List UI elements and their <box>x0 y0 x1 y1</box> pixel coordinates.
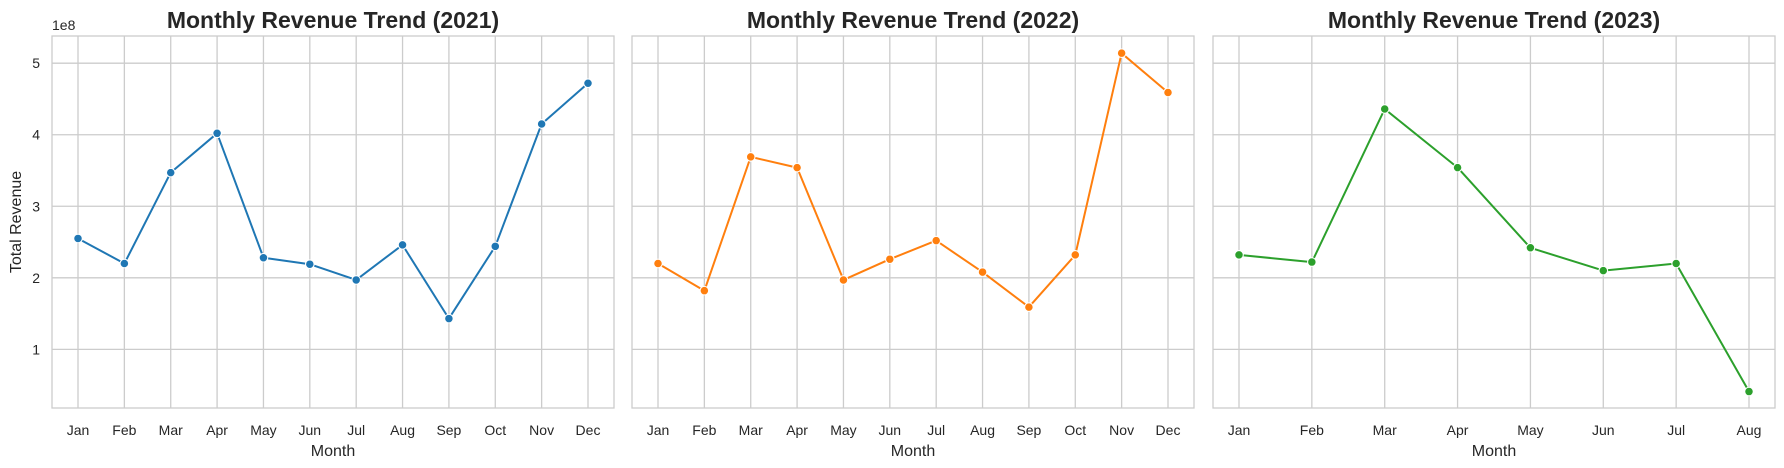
data-point-dec <box>1163 87 1173 98</box>
data-point-may <box>1525 242 1536 253</box>
x-tick-label: Jan <box>1228 422 1251 438</box>
chart-panel-1: 1 2 3 4 5 Jan Feb Mar Apr May Jun Jul Aug Sep Oct Nov De… <box>8 7 615 460</box>
x-tick-label: Jun <box>879 422 902 438</box>
x-tick-label: Mar <box>1373 422 1397 438</box>
x-tick-label: Mar <box>739 422 763 438</box>
x-axis-label: Month <box>891 443 935 460</box>
x-axis-label: Month <box>1472 443 1516 460</box>
x-tick-label: Dec <box>576 422 601 438</box>
data-point-sep <box>444 313 454 324</box>
x-tick-label: Oct <box>1064 422 1086 438</box>
x-tick-label: Apr <box>206 422 228 438</box>
x-tick-label: Aug <box>390 422 415 438</box>
x-tick-label: Nov <box>529 422 554 438</box>
x-tick-label: Feb <box>1300 422 1324 438</box>
data-point-may <box>838 275 849 285</box>
chart-title: Monthly Revenue Trend (2021) <box>167 7 499 33</box>
data-point-jun <box>1598 265 1609 276</box>
y-tick-label: 4 <box>32 127 40 143</box>
data-point-jul <box>931 235 942 246</box>
x-tick-label: Jun <box>299 422 322 438</box>
y-tick-label: 2 <box>32 270 40 286</box>
data-point-jan <box>73 233 83 244</box>
x-tick-label: Jul <box>927 422 945 438</box>
x-tick-label: Apr <box>786 422 808 438</box>
data-point-dec <box>583 78 593 89</box>
x-tick-label: Jan <box>647 422 670 438</box>
data-point-jan <box>1234 250 1244 260</box>
x-tick-label: Jul <box>1667 422 1685 438</box>
x-tick-label: Feb <box>112 422 136 438</box>
data-point-sep <box>1024 302 1034 312</box>
x-tick-label: Aug <box>1737 422 1762 438</box>
y-tick-label: 1 <box>32 341 40 357</box>
data-point-apr <box>1452 162 1463 173</box>
data-point-oct <box>490 241 501 252</box>
data-point-feb <box>119 258 130 269</box>
data-point-aug <box>397 240 408 250</box>
plot-frame <box>51 35 615 409</box>
data-point-mar <box>1379 104 1390 114</box>
data-point-oct <box>1070 250 1081 260</box>
data-point-jul <box>351 275 362 285</box>
x-tick-label: Feb <box>692 422 716 438</box>
data-point-feb <box>1307 257 1317 267</box>
chart-panel-2: Jan Feb Mar Apr May Jun Jul Aug Sep Oct Nov Dec Mont… <box>631 7 1195 460</box>
x-axis-label: Month <box>311 443 355 460</box>
x-tick-label: Oct <box>484 422 506 438</box>
x-tick-label: Jan <box>67 422 90 438</box>
x-tick-label: Jun <box>1592 422 1615 438</box>
data-point-nov <box>536 119 547 129</box>
x-tick-label: May <box>1517 422 1543 438</box>
data-point-jul <box>1671 258 1681 269</box>
x-tick-label: Aug <box>970 422 995 438</box>
x-tick-label: Nov <box>1109 422 1134 438</box>
data-point-apr <box>212 128 222 139</box>
plot-frame <box>1212 35 1776 409</box>
data-point-aug <box>977 267 988 277</box>
data-point-nov <box>1116 48 1127 59</box>
series-line <box>657 52 1169 309</box>
y-axis-label: Total Revenue <box>8 171 25 273</box>
x-tick-label: Sep <box>1016 422 1041 438</box>
data-point-jan <box>653 258 663 269</box>
series-line <box>77 82 589 320</box>
y-tick-label: 5 <box>32 55 40 71</box>
y-scale-offset-label: 1e8 <box>52 17 76 33</box>
x-tick-label: Dec <box>1156 422 1181 438</box>
chart-title: Monthly Revenue Trend (2023) <box>1328 7 1660 33</box>
data-point-mar <box>165 167 176 178</box>
x-tick-label: Jul <box>347 422 365 438</box>
data-point-apr <box>792 162 802 173</box>
data-point-feb <box>699 285 710 296</box>
data-point-jun <box>304 259 315 270</box>
data-point-mar <box>745 152 756 162</box>
x-tick-label: May <box>830 422 856 438</box>
x-tick-label: May <box>250 422 276 438</box>
chart-panel-3: Jan Feb Mar Apr May Jun Jul Aug Monthly Revenue … <box>1212 7 1776 460</box>
chart-title: Monthly Revenue Trend (2022) <box>747 7 1079 33</box>
x-tick-label: Mar <box>159 422 183 438</box>
y-tick-label: 3 <box>32 198 40 214</box>
data-point-may <box>258 252 269 263</box>
series-line <box>1238 108 1750 392</box>
data-point-aug <box>1744 386 1754 397</box>
x-tick-label: Sep <box>436 422 461 438</box>
x-tick-label: Apr <box>1447 422 1469 438</box>
data-point-jun <box>884 254 895 265</box>
plot-frame <box>631 35 1195 409</box>
